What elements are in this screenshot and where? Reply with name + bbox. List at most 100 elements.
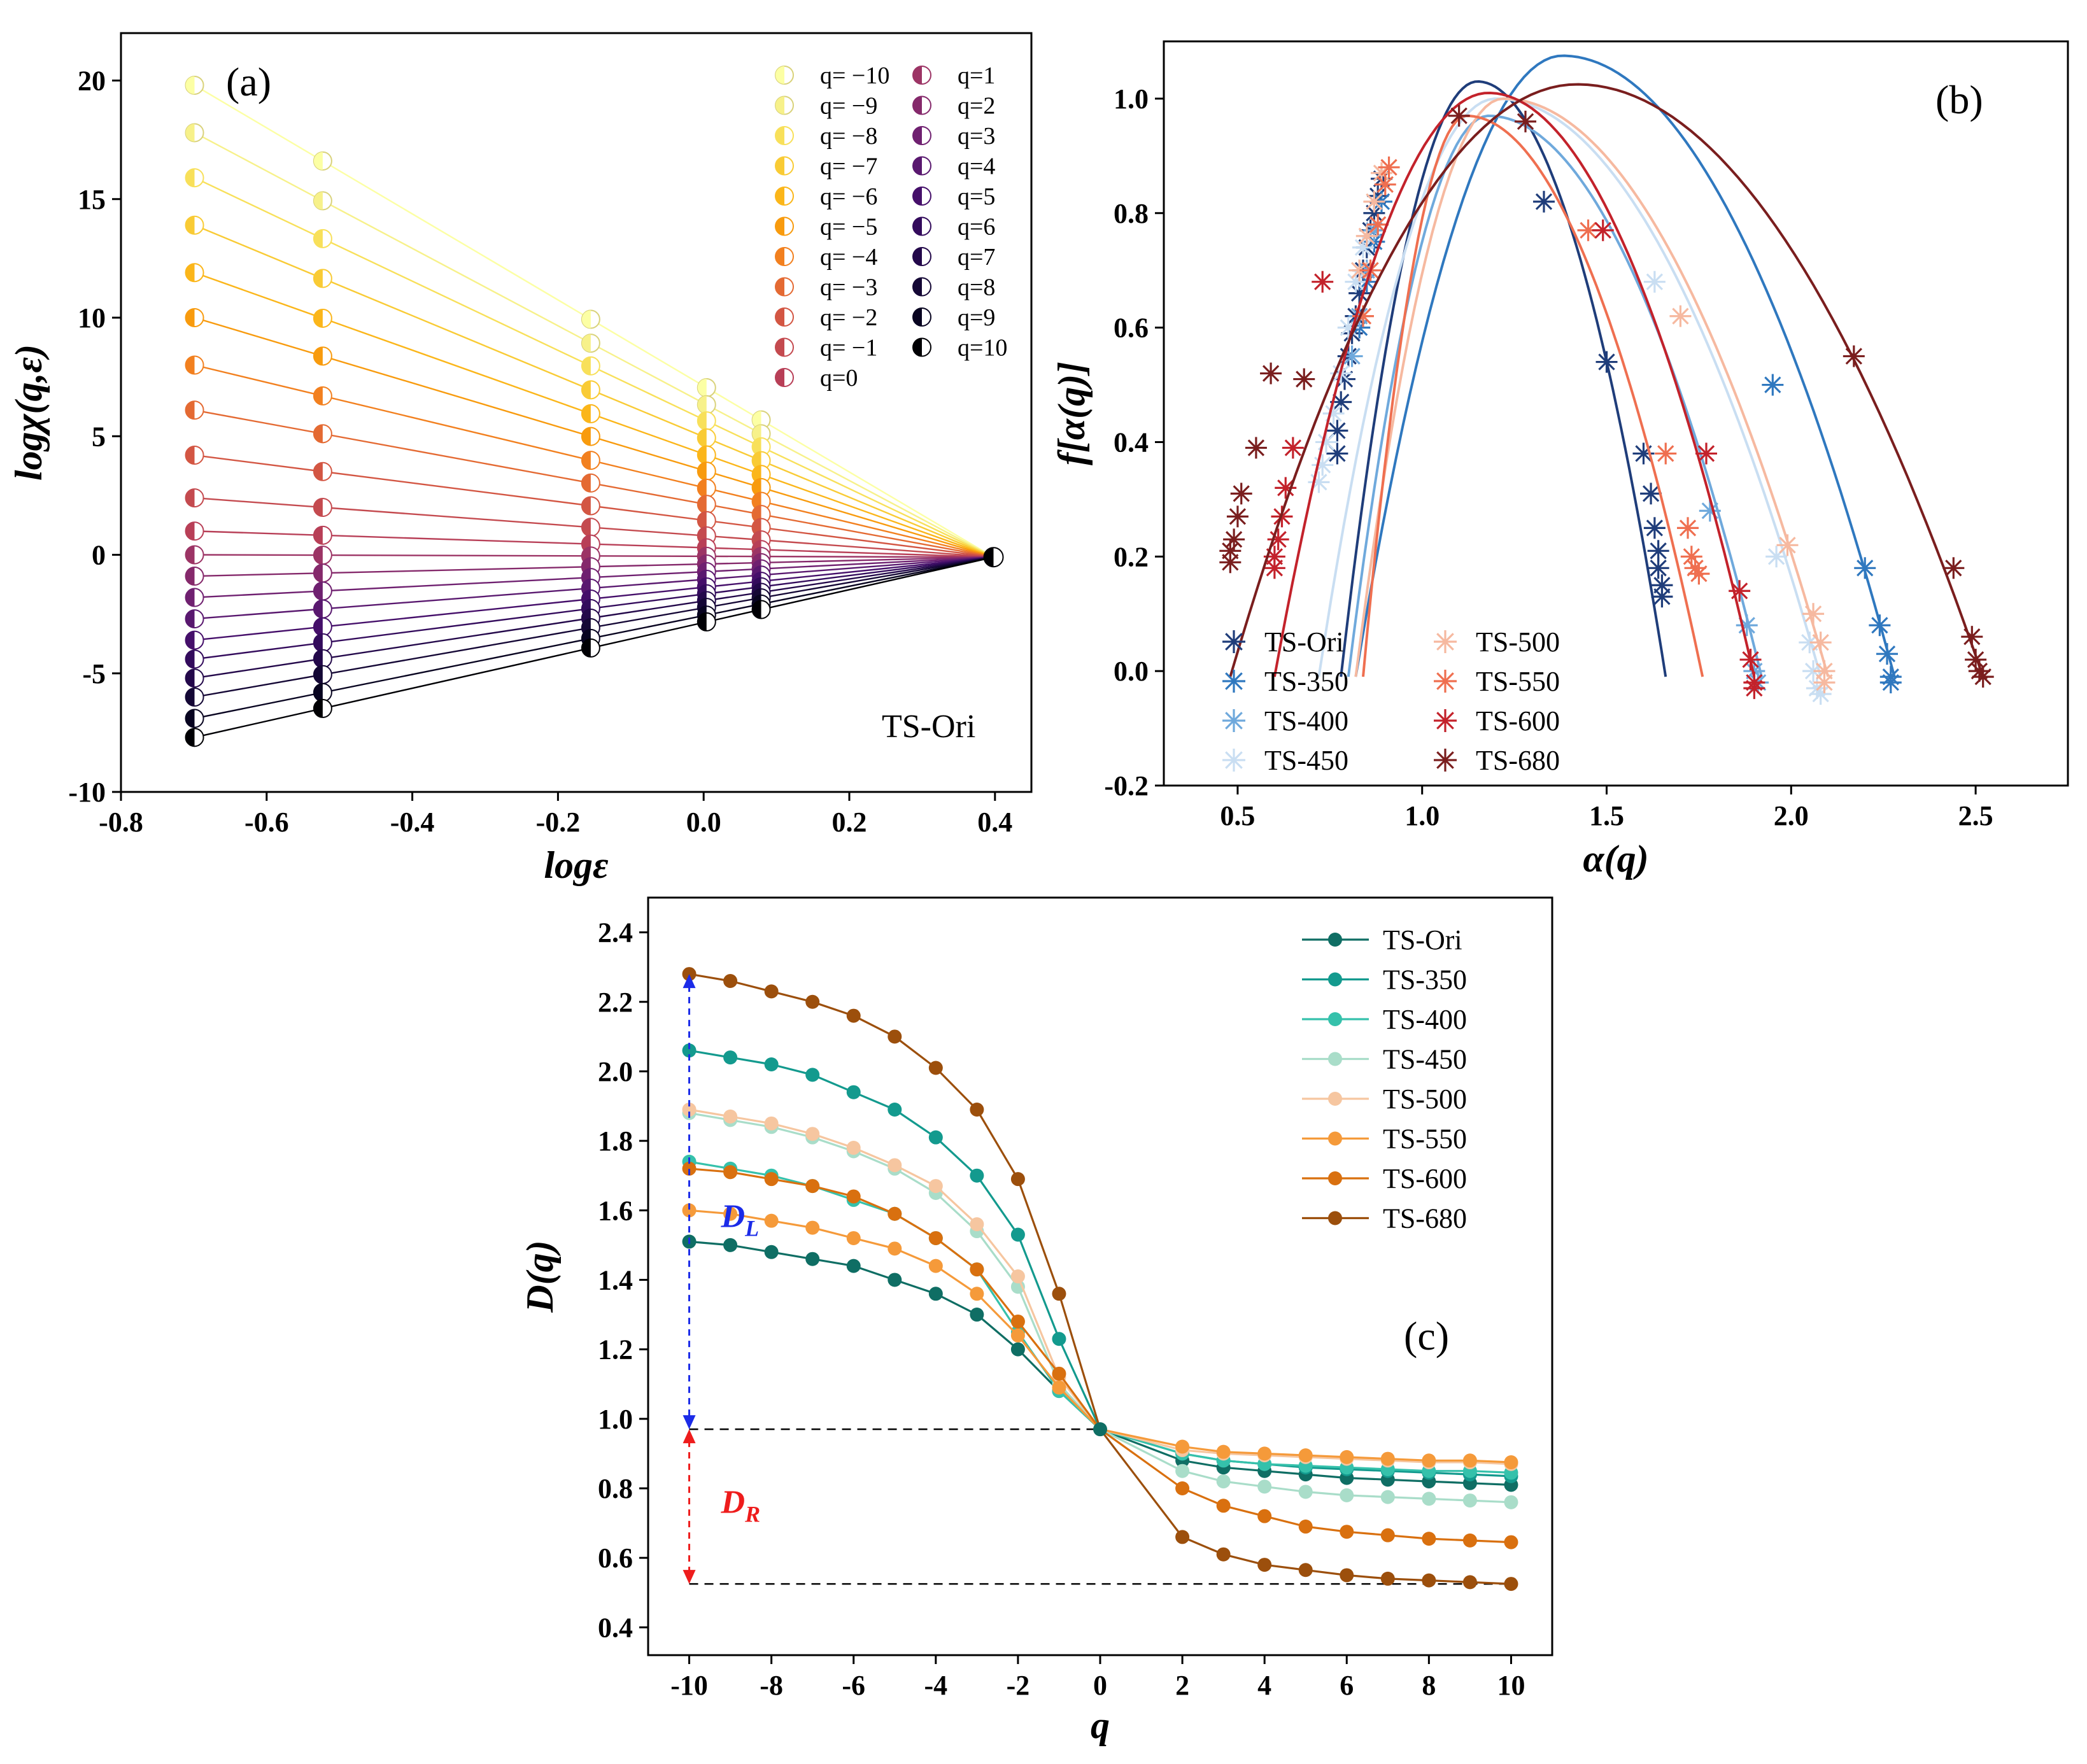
marker-stroke — [1646, 519, 1664, 537]
data-point-TS-350 — [846, 1085, 861, 1099]
marker-stroke — [1878, 646, 1896, 663]
panel-label: (b) — [1935, 77, 1983, 122]
data-point-TS-680 — [1010, 1172, 1025, 1187]
x-tick-label: 1.0 — [1404, 800, 1440, 831]
legend-label: TS-600 — [1383, 1163, 1467, 1194]
marker-stroke — [1333, 393, 1350, 411]
legend-label: q= −6 — [820, 183, 877, 210]
y-tick-label: 1.4 — [598, 1264, 633, 1295]
legend-label: TS-350 — [1383, 964, 1467, 996]
legend-label: q= −7 — [820, 153, 877, 180]
marker-stroke — [1882, 674, 1899, 691]
data-point-TS-450 — [1257, 1479, 1272, 1494]
data-point-q-9 — [185, 123, 204, 143]
x-tick-label: 0.4 — [977, 807, 1012, 838]
x-tick-label: -0.8 — [99, 807, 143, 838]
marker-stroke — [1742, 651, 1759, 668]
x-axis-label: logε — [544, 844, 609, 886]
x-tick-label: 1.5 — [1589, 800, 1624, 831]
x-tick-label: -0.2 — [536, 807, 581, 838]
marker-fill — [313, 600, 323, 618]
plot-frame — [1163, 40, 2069, 787]
legend-marker — [775, 95, 794, 115]
marker-fill — [697, 446, 707, 464]
x-tick-label: -0.4 — [390, 807, 435, 838]
legend-label: q= −10 — [820, 62, 889, 89]
data-point-q-7 — [185, 215, 204, 235]
marker-stroke — [1247, 439, 1265, 456]
legend-label: q= −8 — [820, 123, 877, 150]
marker-stroke — [1974, 668, 1991, 686]
marker-stroke — [1284, 439, 1302, 456]
marker-stroke — [1296, 370, 1313, 388]
data-point-TS-550 — [1655, 442, 1677, 465]
marker-stroke — [1380, 159, 1397, 176]
legend-label: q=6 — [958, 214, 995, 241]
data-point-q7 — [185, 668, 204, 688]
legend-marker — [1434, 749, 1457, 772]
legend-label: TS-600 — [1476, 705, 1560, 737]
data-point-TS-450 — [1380, 1490, 1395, 1504]
marker-fill — [185, 588, 195, 607]
x-tick-label: 10 — [1497, 1670, 1525, 1701]
marker-fill — [185, 76, 195, 94]
data-point-TS-450 — [1175, 1464, 1190, 1478]
legend-label: TS-450 — [1383, 1044, 1467, 1075]
data-point-TS-450 — [1216, 1474, 1231, 1489]
legend-label: q= −9 — [820, 93, 877, 120]
marker-fill — [185, 169, 195, 187]
marker-fill — [775, 278, 784, 296]
data-point-TS-350 — [723, 1050, 738, 1065]
data-point-TS-500 — [1809, 632, 1832, 654]
data-point-TS-550 — [888, 1241, 902, 1256]
marker-fill — [581, 427, 591, 446]
y-tick-label: 10 — [78, 302, 106, 334]
marker-fill — [752, 478, 761, 497]
marker-fill — [913, 308, 922, 326]
y-tick-label: 5 — [92, 421, 106, 452]
data-point-TS-Ori — [1010, 1342, 1025, 1357]
marker-fill — [313, 699, 323, 717]
panel-c: -10 -8 -6 -4 -2 0 2 4 6 8 10 0.4 0.6 0.8 1.0 1.2 1.4 1.6 1… — [519, 896, 1553, 1746]
data-point-q-5 — [697, 462, 716, 481]
legend-label: TS-550 — [1476, 666, 1560, 697]
fit-curve-TS-500 — [1354, 97, 1830, 677]
legend-marker — [912, 66, 931, 85]
y-tick-label: 0.4 — [598, 1612, 633, 1643]
annotation-arrow-0 — [683, 974, 696, 1430]
data-point-TS-500 — [1776, 534, 1799, 556]
legend-label: TS-680 — [1383, 1203, 1467, 1234]
marker-fill — [913, 66, 922, 84]
marker-stroke — [1225, 751, 1243, 769]
marker-fill — [185, 123, 195, 142]
data-point-TS-Ori — [805, 1252, 820, 1266]
marker-stroke — [1266, 548, 1284, 565]
data-point-q10 — [697, 612, 716, 632]
marker-fill — [185, 728, 195, 747]
marker-stroke — [1746, 679, 1763, 697]
fit-curve-TS-550 — [1362, 114, 1704, 677]
data-point-q1 — [185, 545, 204, 565]
marker-fill — [752, 600, 761, 619]
marker-fill — [913, 217, 922, 236]
marker-fill — [185, 216, 195, 234]
data-point-q-5 — [751, 477, 771, 497]
data-point-TS-680 — [1293, 368, 1315, 390]
marker-fill — [581, 404, 591, 423]
y-tick-label: 0.8 — [598, 1473, 633, 1504]
data-point-q-10 — [313, 151, 332, 171]
legend-label: q=3 — [958, 123, 995, 150]
legend-marker — [912, 307, 931, 327]
data-point-q-9 — [581, 334, 600, 353]
x-tick-label: -0.6 — [244, 807, 289, 838]
marker-stroke — [1369, 216, 1387, 233]
marker-fill — [581, 518, 591, 537]
data-point-TS-500 — [1010, 1269, 1025, 1283]
fit-curve-TS-350 — [1354, 54, 1896, 677]
legend-marker — [1328, 1012, 1342, 1026]
y-tick-label: 0.4 — [1114, 427, 1149, 458]
data-point-q0 — [185, 521, 204, 541]
data-point-q9 — [313, 682, 332, 702]
data-point-TS-350 — [1010, 1227, 1025, 1242]
data-point-q10 — [581, 638, 600, 658]
